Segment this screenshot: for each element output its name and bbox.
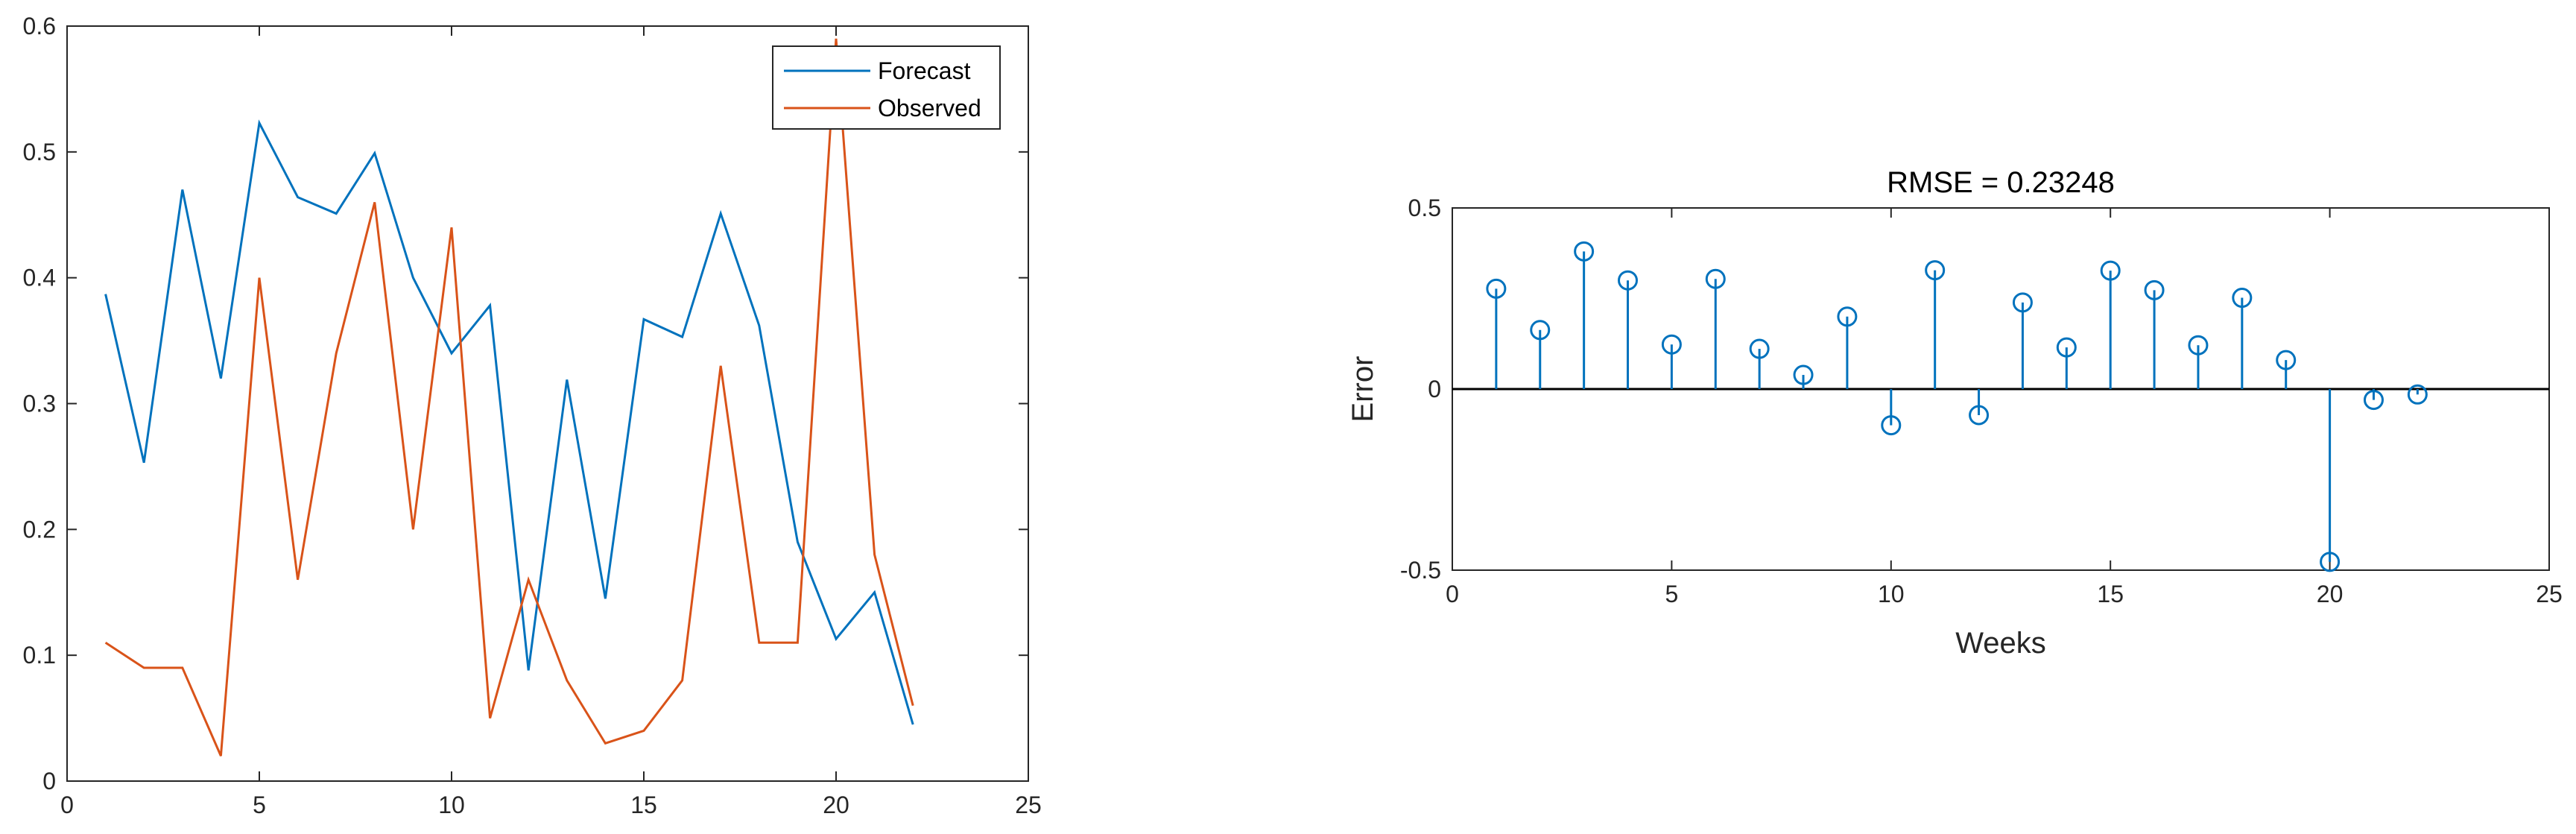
x-tick-label: 15: [630, 792, 657, 818]
x-tick-label: 25: [2536, 581, 2563, 607]
forecast-observed-chart: 0 5 10 15 20 25 0 0.1 0.2 0.3 0.4 0.5 0.6 Forecast …: [23, 13, 1042, 818]
right-y-axis: -0.5 0 0.5: [1400, 195, 2549, 584]
stem-marker: [1881, 415, 1902, 436]
x-tick-label: 0: [1446, 581, 1459, 607]
y-tick-label: 0.2: [23, 516, 56, 543]
y-axis-label: Error: [1346, 356, 1379, 423]
x-tick-label: 20: [823, 792, 849, 818]
x-tick-label: 0: [60, 792, 74, 818]
stem-marker: [1618, 270, 1639, 291]
y-tick-label: 0: [1428, 376, 1441, 402]
stem-marker: [1530, 320, 1551, 341]
stem-marker: [1749, 338, 1770, 359]
left-series-lines: [104, 38, 914, 756]
stem-marker: [2100, 260, 2121, 281]
x-tick-label: 10: [438, 792, 465, 818]
legend-observed-label: Observed: [878, 95, 981, 121]
stem-marker: [1837, 306, 1858, 327]
right-x-axis: 0 5 10 15 20 25: [1446, 208, 2563, 607]
stem-marker: [1661, 334, 1682, 355]
legend: Forecast Observed: [772, 45, 1001, 130]
x-tick-label: 20: [2317, 581, 2344, 607]
stem-marker: [2407, 384, 2428, 405]
stem-marker: [1486, 278, 1507, 299]
stem-marker: [1925, 260, 1946, 281]
x-tick-label: 5: [253, 792, 266, 818]
y-tick-label: 0.6: [23, 13, 56, 40]
stem-marker: [1969, 405, 1990, 426]
y-tick-label: 0.1: [23, 642, 56, 669]
stem-marker: [2363, 390, 2384, 411]
left-plot-frame: [66, 25, 1029, 782]
series-line-observed: [104, 38, 914, 756]
left-x-axis: 0 5 10 15 20 25: [60, 26, 1042, 818]
legend-box: [772, 45, 1001, 130]
stem-marker: [2232, 288, 2253, 309]
stem-marker: [2056, 337, 2077, 358]
stem-marker: [2276, 350, 2297, 370]
x-axis-label: Weeks: [1955, 627, 2046, 660]
y-tick-label: 0.5: [23, 139, 56, 165]
left-y-axis: 0 0.1 0.2 0.3 0.4 0.5 0.6: [23, 13, 1028, 794]
y-tick-label: 0: [42, 768, 56, 794]
stem-marker: [1574, 241, 1595, 262]
stem-marker: [2320, 552, 2341, 572]
stem-marker: [1793, 364, 1814, 385]
x-tick-label: 5: [1665, 581, 1679, 607]
error-stem-chart: RMSE = 0.23248 0 5 10 15 20 25 -0.500.5 Weeks…: [1346, 166, 2563, 660]
y-tick-label: 0.4: [23, 265, 56, 291]
legend-forecast-label: Forecast: [878, 57, 971, 84]
x-tick-label: 25: [1015, 792, 1042, 818]
x-tick-label: 10: [1878, 581, 1905, 607]
stem-marker: [2188, 335, 2209, 356]
series-line-forecast: [104, 119, 914, 725]
stem-chart-title: RMSE = 0.23248: [1887, 166, 2115, 199]
stem-markers: [1452, 241, 2549, 572]
stem-marker: [1705, 268, 1726, 289]
y-tick-label: 0.5: [1408, 195, 1441, 221]
y-tick-label: -0.5: [1400, 557, 1441, 584]
stem-marker: [2144, 279, 2165, 300]
x-tick-label: 15: [2097, 581, 2124, 607]
stem-marker: [2012, 292, 2033, 313]
y-tick-label: 0.3: [23, 391, 56, 417]
